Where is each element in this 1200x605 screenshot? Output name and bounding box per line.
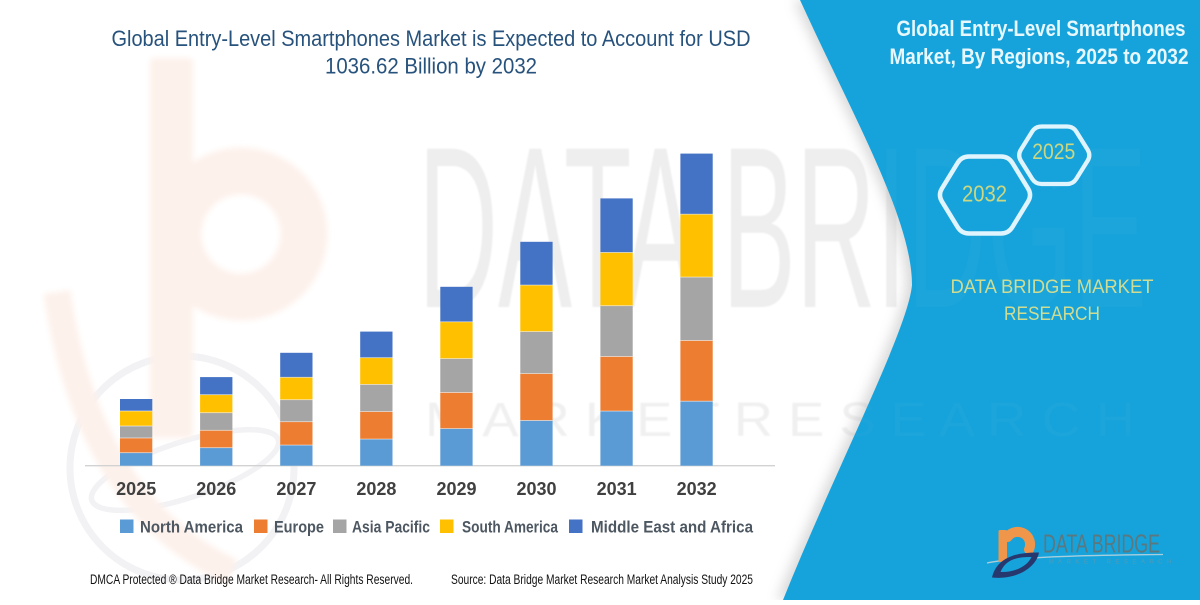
- svg-text:Source: Data Bridge Market Res: Source: Data Bridge Market Research Mark…: [451, 572, 753, 587]
- svg-text:RESEARCH: RESEARCH: [1004, 303, 1100, 325]
- svg-text:2031: 2031: [597, 479, 637, 499]
- svg-text:MARKET RESEARCH: MARKET RESEARCH: [1049, 559, 1176, 566]
- svg-text:2032: 2032: [677, 479, 717, 499]
- svg-text:Asia Pacific: Asia Pacific: [352, 518, 430, 537]
- svg-text:DMCA Protected ® Data Bridge M: DMCA Protected ® Data Bridge Market Rese…: [90, 572, 413, 587]
- svg-text:2028: 2028: [356, 479, 396, 499]
- svg-text:Europe: Europe: [274, 518, 324, 537]
- svg-text:DATA BRIDGE: DATA BRIDGE: [1043, 529, 1160, 559]
- svg-text:Global Entry-Level Smartphones: Global Entry-Level Smartphones: [897, 16, 1186, 41]
- svg-text:2029: 2029: [436, 479, 476, 499]
- svg-text:Global Entry-Level Smartphones: Global Entry-Level Smartphones Market is…: [112, 26, 751, 51]
- svg-text:Market, By Regions, 2025 to 20: Market, By Regions, 2025 to 2032: [890, 44, 1189, 69]
- svg-text:2030: 2030: [516, 479, 556, 499]
- svg-text:Middle East and Africa: Middle East and Africa: [591, 518, 753, 537]
- svg-text:2025: 2025: [116, 479, 156, 499]
- svg-text:South America: South America: [462, 518, 558, 537]
- svg-text:1036.62 Billion by 2032: 1036.62 Billion by 2032: [325, 54, 537, 79]
- svg-text:North America: North America: [140, 518, 243, 537]
- svg-text:2027: 2027: [276, 479, 316, 499]
- svg-text:DATA BRIDGE MARKET: DATA BRIDGE MARKET: [951, 276, 1154, 298]
- svg-text:2025: 2025: [1032, 139, 1075, 164]
- svg-text:2026: 2026: [196, 479, 236, 499]
- svg-text:2032: 2032: [962, 180, 1007, 206]
